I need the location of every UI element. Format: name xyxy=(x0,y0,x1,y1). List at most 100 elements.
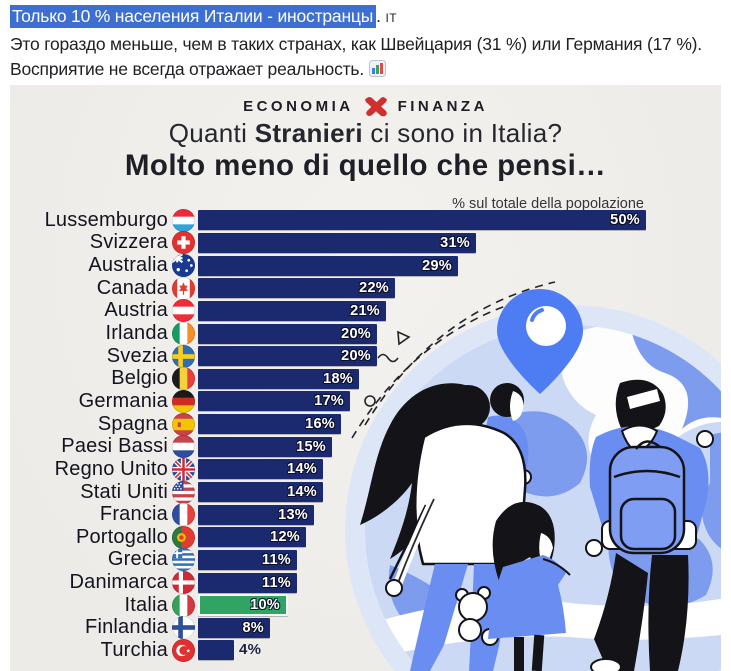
bar-germany: 17% xyxy=(198,391,350,412)
bar-value-label: 21% xyxy=(350,302,380,319)
country-label: Finlandia xyxy=(85,616,168,639)
bar-value-label: 20% xyxy=(341,325,371,342)
country-label: Francia xyxy=(99,503,168,526)
flag-australia-icon xyxy=(172,254,195,278)
teddy-bear-illustration xyxy=(455,586,499,646)
title-suffix: ci sono in Italia? xyxy=(362,118,563,148)
bar-switzerland: 31% xyxy=(198,232,476,253)
chart-subtitle: Molto meno di quello che pensi… xyxy=(124,149,607,182)
man-with-backpack-illustration xyxy=(585,379,714,671)
chart-row: Stati Uniti 14% xyxy=(10,480,721,504)
country-label: Austria xyxy=(104,299,168,322)
chart-row: Regno Unito 14% xyxy=(10,457,721,481)
flag-belgium-icon xyxy=(172,367,195,391)
brand-right-label: FINANZA xyxy=(397,97,488,115)
bar-value-label: 4% xyxy=(239,641,262,659)
bar-ireland: 20% xyxy=(198,323,377,344)
bar-track: 20% xyxy=(198,346,646,367)
bar-usa: 14% xyxy=(198,482,323,502)
country-label: Spagna xyxy=(97,412,168,435)
post-line1-suffix: . xyxy=(376,6,386,26)
bar-australia: 29% xyxy=(198,255,458,276)
bar-chart-emoji-icon xyxy=(368,59,386,77)
bar-track: 11% xyxy=(198,572,646,593)
bar-track: 4% xyxy=(198,640,646,661)
bar-greece: 11% xyxy=(198,549,297,570)
bar-value-label: 29% xyxy=(422,257,452,274)
selected-text: Только 10 % населения Италии - иностранц… xyxy=(10,5,377,28)
title-bold: Stranieri xyxy=(254,118,363,148)
bar-sweden: 20% xyxy=(198,346,377,367)
title-prefix: Quanti xyxy=(168,118,255,148)
bar-turkey xyxy=(198,640,234,661)
brand-left-label: ECONOMIA xyxy=(243,97,354,115)
infographic-image[interactable]: ECONOMIA FINANZA Quanti Stranieri ci son… xyxy=(10,85,721,671)
chart-row: Belgio 18% xyxy=(10,367,721,391)
post-line-2: Это гораздо меньше, чем в таких странах,… xyxy=(10,33,702,54)
bar-track: 31% xyxy=(198,232,646,253)
country-label: Paesi Bassi xyxy=(61,435,168,458)
chart-row: Paesi Bassi 15% xyxy=(10,435,721,459)
bar-belgium: 18% xyxy=(198,368,359,389)
bar-luxembourg: 50% xyxy=(198,210,646,231)
country-label: Svizzera xyxy=(89,231,168,254)
flag-finland-icon xyxy=(172,616,195,640)
chart-title: Quanti Stranieri ci sono in Italia? xyxy=(10,118,721,149)
chart-row: Danimarca 11% xyxy=(10,571,721,595)
country-label: Stati Uniti xyxy=(80,480,168,503)
post-line-3: Восприятие не всегда отражает реальность… xyxy=(10,57,726,83)
bar-spain: 16% xyxy=(198,414,341,435)
chart-row: Francia 13% xyxy=(10,503,721,527)
bar-value-label: 15% xyxy=(296,438,326,455)
bar-portugal: 12% xyxy=(198,527,306,548)
country-label: Belgio xyxy=(111,367,168,390)
squiggle-decoration xyxy=(377,353,399,363)
brand-logo: ECONOMIA FINANZA xyxy=(10,94,721,118)
chart-row: Turchia 4% xyxy=(10,639,721,662)
country-label: Portogallo xyxy=(75,525,168,548)
bar-value-label: 17% xyxy=(314,393,344,410)
bar-value-label: 12% xyxy=(270,529,300,546)
country-label: Turchia xyxy=(100,639,168,661)
bar-track: 13% xyxy=(198,504,646,525)
country-label: Lussemburgo xyxy=(44,208,168,231)
bar-track: 29% xyxy=(198,255,646,276)
bar-finland: 8% xyxy=(198,617,270,638)
bar-track: 14% xyxy=(198,482,646,502)
chart-row: Austria 21% xyxy=(10,299,721,323)
bar-track: 22% xyxy=(198,278,646,299)
flag-luxembourg-icon xyxy=(172,208,195,232)
bar-italy: 10% xyxy=(198,594,288,617)
bar-value-label: 50% xyxy=(610,212,640,229)
flag-canada-icon xyxy=(172,276,195,300)
chart-row: Lussemburgo 50% xyxy=(10,208,721,232)
bar-uk: 14% xyxy=(198,459,323,480)
axis-label: % sul totale della popolazione xyxy=(452,196,644,212)
bar-track: 10% xyxy=(198,594,646,617)
flag-netherlands-icon xyxy=(172,435,195,459)
bar-value-label: 13% xyxy=(278,506,308,523)
bar-value-label: 11% xyxy=(261,551,291,568)
flag-sweden-icon xyxy=(172,344,195,368)
chart-row: Svizzera 31% xyxy=(10,231,721,255)
girl-illustration xyxy=(488,501,571,671)
bar-track: 21% xyxy=(198,300,646,321)
bar-chart: Lussemburgo 50% Svizzera 31% Australia 29% Can… xyxy=(10,208,721,662)
travellers-globe-illustration xyxy=(345,281,721,671)
post-line-1: Только 10 % населения Италии - иностранц… xyxy=(10,4,726,32)
bar-netherlands: 15% xyxy=(198,436,332,457)
flag-italy-icon xyxy=(172,593,195,617)
flag-spain-icon xyxy=(172,412,195,436)
location-pin-icon xyxy=(497,289,583,394)
bar-value-label: 14% xyxy=(287,461,317,478)
flag-portugal-icon xyxy=(172,525,195,549)
bar-value-label: 18% xyxy=(323,370,353,387)
chart-row: Italia 10% xyxy=(10,593,721,617)
flag-uk-icon xyxy=(172,457,195,481)
bar-value-label: 14% xyxy=(287,484,317,500)
chart-row: Canada 22% xyxy=(10,276,721,300)
flag-france-icon xyxy=(172,503,195,527)
chart-row: Australia 29% xyxy=(10,254,721,278)
bar-track: 15% xyxy=(198,436,646,457)
bar-value-label: 20% xyxy=(341,348,371,365)
